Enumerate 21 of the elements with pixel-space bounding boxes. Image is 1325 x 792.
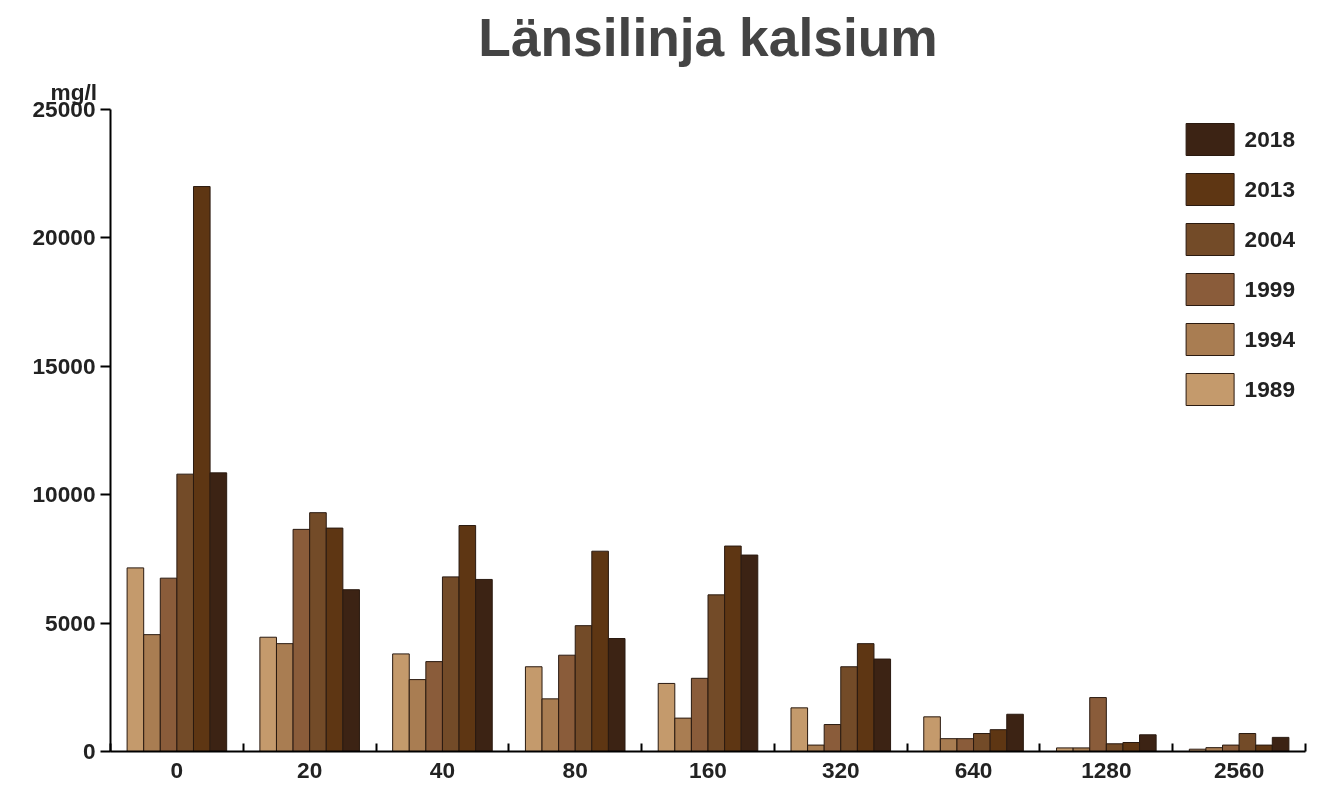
legend-label: 2013	[1244, 175, 1295, 203]
legend-label: 1994	[1244, 325, 1295, 353]
y-tick-label: 5000	[45, 609, 96, 636]
x-tick-label: 2560	[1213, 756, 1265, 783]
y-tick-label: 10000	[32, 481, 96, 508]
legend-label: 1999	[1244, 275, 1295, 303]
x-tick-label: 1280	[1081, 756, 1132, 783]
legend-label: 2018	[1244, 125, 1295, 153]
legend-label: 1989	[1244, 375, 1295, 403]
legend-label: 2004	[1244, 225, 1295, 253]
y-tick-label: 20000	[32, 224, 96, 251]
x-tick-label: 640	[954, 756, 993, 783]
y-tick-label: 15000	[32, 352, 96, 379]
chart-title: Länsilinja kalsium	[478, 7, 938, 67]
x-tick-label: 20	[297, 756, 323, 783]
x-tick-label: 160	[689, 756, 727, 783]
y-tick-label: 0	[82, 738, 96, 764]
x-tick-label: 40	[429, 756, 456, 783]
x-tick-label: 0	[170, 756, 184, 783]
x-tick-label: 320	[821, 756, 860, 783]
x-tick-label: 80	[562, 756, 588, 783]
